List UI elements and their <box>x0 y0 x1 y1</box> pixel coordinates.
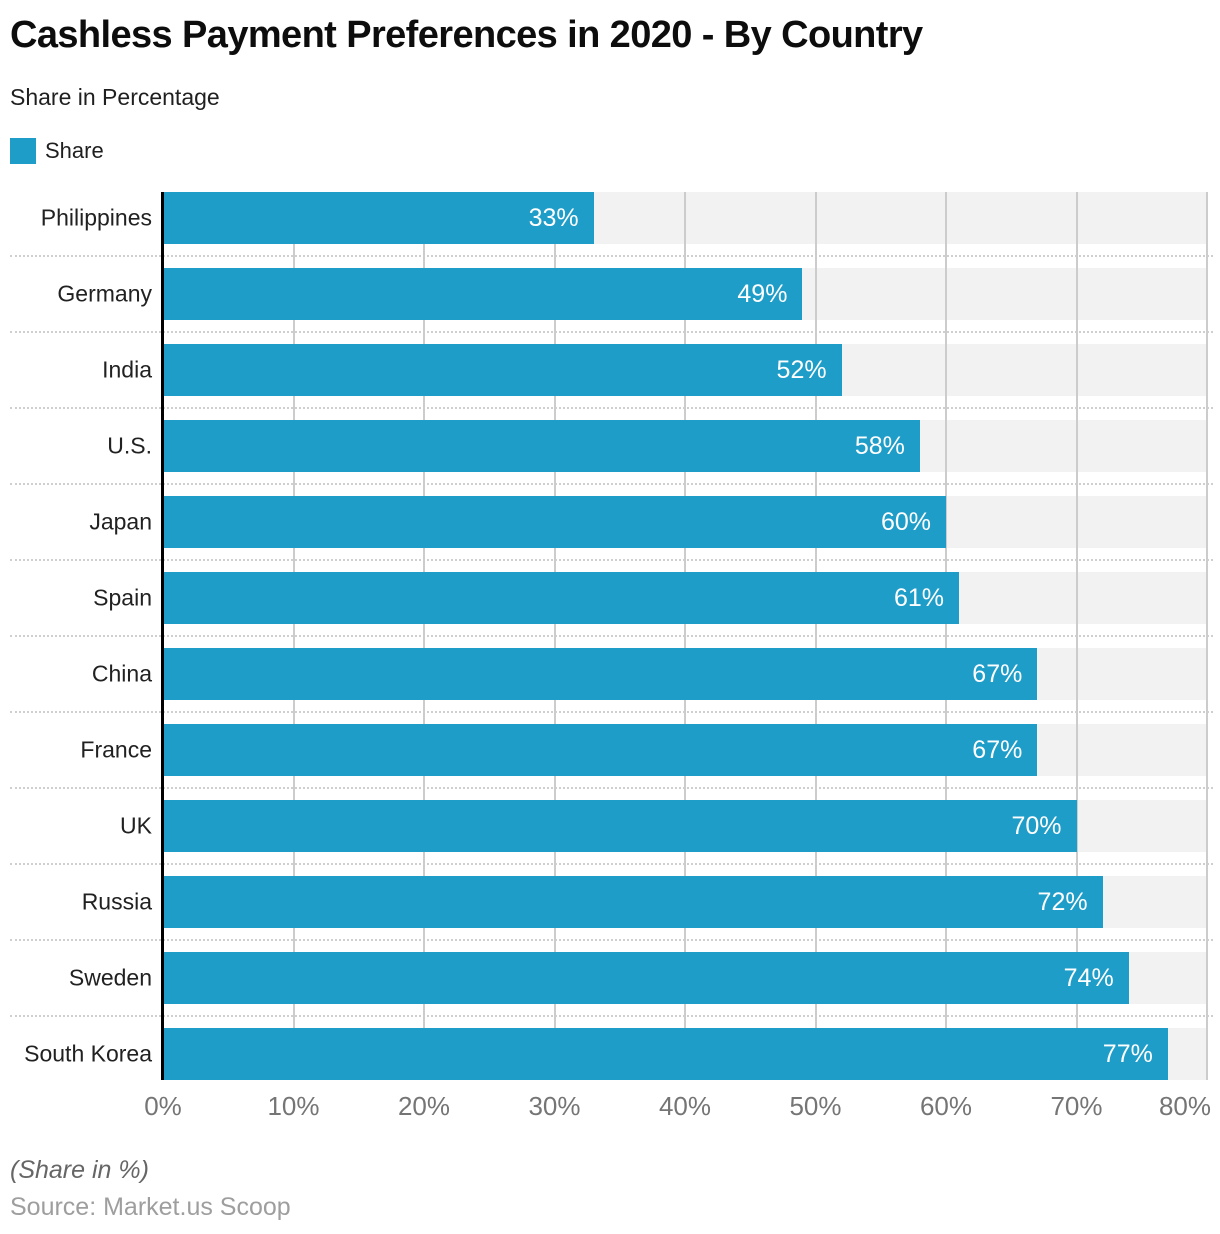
row-separator <box>10 787 1213 789</box>
bar-value-label: 60% <box>880 507 931 536</box>
x-tick-label: 50% <box>789 1091 842 1121</box>
bar-row: 52% India <box>102 344 1207 396</box>
bar-value-label: 58% <box>854 431 905 460</box>
gridline <box>684 192 686 1080</box>
row-separator <box>10 331 1213 333</box>
category-label: Philippines <box>40 204 152 231</box>
bar-value-label: 74% <box>1063 963 1114 992</box>
row-separator <box>10 939 1213 941</box>
bar-u-s-[interactable]: 58% <box>163 420 920 472</box>
bar-value-label: 49% <box>737 279 788 308</box>
bar-sweden[interactable]: 74% <box>163 952 1129 1004</box>
category-label: UK <box>120 812 152 839</box>
gridline <box>945 192 947 1080</box>
row-separator <box>10 635 1213 637</box>
legend-swatch-icon[interactable] <box>10 138 36 164</box>
category-label: India <box>102 356 152 383</box>
category-label: Spain <box>93 584 152 611</box>
bar-row: 49% Germany <box>57 268 1207 320</box>
category-label: Germany <box>57 280 152 307</box>
category-label: U.S. <box>107 432 152 459</box>
row-separator <box>10 559 1213 561</box>
category-label: Russia <box>81 888 152 915</box>
bar-value-label: 33% <box>528 203 579 232</box>
gridline <box>1206 192 1208 1080</box>
bar-france[interactable]: 67% <box>163 724 1038 776</box>
x-tick-label: 70% <box>1050 1091 1103 1121</box>
bar-row: 74% Sweden <box>69 952 1207 1004</box>
bar-uk[interactable]: 70% <box>163 800 1077 852</box>
bar-china[interactable]: 67% <box>163 648 1038 700</box>
row-separator <box>10 1015 1213 1017</box>
bar-value-label: 77% <box>1102 1039 1153 1068</box>
category-label: Japan <box>89 508 152 535</box>
chart-footnote: (Share in %) <box>10 1156 149 1184</box>
bar-value-label: 70% <box>1011 811 1062 840</box>
chart-title: Cashless Payment Preferences in 2020 - B… <box>10 14 923 56</box>
bar-philippines[interactable]: 33% <box>163 192 594 244</box>
bar-russia[interactable]: 72% <box>163 876 1103 928</box>
bar-row: 67% France <box>80 724 1207 776</box>
bar-row: 77% South Korea <box>24 1028 1207 1080</box>
bar-value-label: 67% <box>972 735 1023 764</box>
gridline <box>814 192 817 1080</box>
bar-india[interactable]: 52% <box>163 344 842 396</box>
bar-value-label: 52% <box>776 355 827 384</box>
category-label: China <box>91 660 152 687</box>
bar-japan[interactable]: 60% <box>163 496 946 548</box>
x-tick-label: 20% <box>397 1091 451 1121</box>
x-tick-label: 40% <box>658 1091 712 1121</box>
plot-area: 33% Philippines 49% Germany 52% India 58% U.S. 6… <box>24 192 1211 1120</box>
bar-row: 61% Spain <box>93 572 1207 624</box>
row-separator <box>10 483 1213 485</box>
bar-row: 60% Japan <box>89 496 1207 548</box>
chart-source: Source: Market.us Scoop <box>10 1193 291 1221</box>
x-tick-label: 30% <box>528 1091 581 1121</box>
category-label: Sweden <box>68 964 152 991</box>
bar-germany[interactable]: 49% <box>163 268 803 320</box>
gridline <box>423 192 425 1080</box>
gridline <box>553 192 556 1080</box>
legend-label[interactable]: Share <box>45 138 104 163</box>
gridline <box>292 192 295 1080</box>
bar-row: 70% UK <box>120 800 1207 852</box>
category-label: South Korea <box>24 1040 152 1067</box>
row-separator <box>10 711 1213 713</box>
y-axis-line <box>161 192 164 1080</box>
legend: Share <box>10 138 104 164</box>
x-tick-label: 60% <box>919 1091 973 1121</box>
bar-value-label: 61% <box>894 583 945 612</box>
gridline <box>1075 192 1078 1080</box>
bar-value-label: 67% <box>972 659 1023 688</box>
x-tick-label: 0% <box>144 1091 182 1121</box>
x-tick-label: 80% <box>1158 1091 1211 1121</box>
chart-subtitle: Share in Percentage <box>10 84 220 110</box>
row-separator <box>10 407 1213 409</box>
x-tick-label: 10% <box>267 1091 320 1121</box>
bar-south-korea[interactable]: 77% <box>163 1028 1168 1080</box>
bar-row: 67% China <box>92 648 1207 700</box>
category-label: France <box>80 736 152 763</box>
row-separator <box>10 863 1213 865</box>
bar-value-label: 72% <box>1037 887 1088 916</box>
bar-row: 58% U.S. <box>107 420 1207 472</box>
bar-spain[interactable]: 61% <box>163 572 960 624</box>
row-separator <box>10 255 1213 257</box>
bar-row: 72% Russia <box>82 876 1207 928</box>
